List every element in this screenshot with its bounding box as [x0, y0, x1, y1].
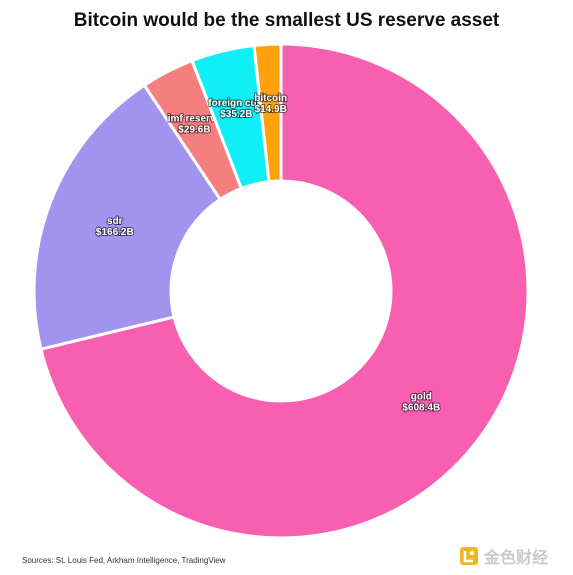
watermark-logo-icon: [460, 547, 478, 565]
slice-value-gold: $608.4B: [402, 402, 440, 413]
slice-label-imf-reserve: imf reserve: [168, 114, 222, 125]
slice-value-bitcoin: $14.9B: [255, 104, 287, 115]
slice-value-foreign-curr: $35.2B: [220, 109, 252, 120]
watermark: 金色财经: [459, 544, 548, 568]
slice-value-imf-reserve: $29.6B: [178, 125, 210, 136]
slice-gold: [39, 42, 530, 540]
slice-label-foreign-curr: foreign curr: [208, 98, 264, 109]
slice-label-gold: gold: [411, 391, 432, 402]
slice-bitcoin: [252, 42, 283, 184]
chart-title: Bitcoin would be the smallest US reserve…: [73, 10, 500, 31]
slice-label-bitcoin: bitcoin: [254, 93, 287, 104]
slice-sdr: [32, 83, 222, 351]
watermark-text: 金色财经: [484, 548, 549, 567]
slice-value-sdr: $166.2B: [96, 227, 134, 238]
source-note: Sources: St. Louis Fed, Arkham Intellige…: [22, 556, 226, 565]
slice-label-sdr: sdr: [107, 216, 123, 227]
